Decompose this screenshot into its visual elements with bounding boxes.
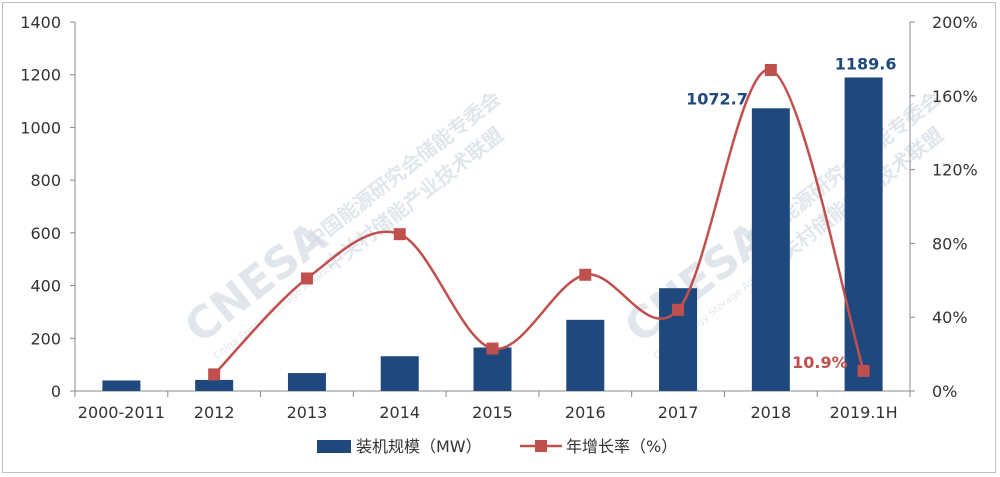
bar [844,77,883,391]
bar-value-label: 1072.7 [686,89,748,108]
legend-swatch-bar [317,440,351,453]
y-left-tick-label: 400 [30,277,61,296]
x-tick-label: 2015 [472,403,513,422]
y-right-tick-label: 0% [932,382,957,401]
bar-series [102,77,883,391]
y-left-tick-label: 1200 [20,66,61,85]
x-tick-label: 2012 [194,403,235,422]
line-point-marker [208,368,221,381]
y-left-tick-label: 800 [30,171,61,190]
x-tick-label: 2000-2011 [78,403,165,422]
legend-label-bar: 装机规模（MW） [356,437,482,456]
line-point-marker [579,268,592,281]
x-tick-label: 2019.1H [830,403,898,422]
x-tick-label: 2013 [287,403,328,422]
bar [380,356,419,391]
y-right-tick-label: 80% [932,234,968,253]
line-series [208,63,870,381]
bar-value-label: 1189.6 [835,54,897,73]
y-left-tick-label: 600 [30,224,61,243]
bar [659,288,698,391]
line-point-marker [672,303,685,316]
y-right-tick-label: 160% [932,87,978,106]
bar [751,108,790,391]
line-value-label: 10.9% [792,353,848,372]
line-point-marker [857,364,870,377]
line-point-marker [486,342,499,355]
line-point-marker [393,228,406,241]
legend-swatch-marker [535,440,547,452]
bar [102,380,141,391]
y-left-tick-label: 0 [51,382,61,401]
bar [566,319,605,391]
legend: 装机规模（MW） 年增长率（%） [317,437,677,456]
y-right-tick-label: 200% [932,13,978,32]
data-labels: 1072.7 1189.6 10.9% [686,54,896,371]
bar [287,373,326,391]
y-right-tick-label: 40% [932,308,968,327]
axes: 0 200 400 600 800 1000 1200 1400 0% 40% 80% 120% 160… [20,13,977,422]
watermark-line1: 中国能源研究会储能专委会 [301,86,505,253]
bar [473,347,512,391]
legend-label-line: 年增长率（%） [566,437,677,456]
bar [195,379,234,391]
x-tick-label: 2014 [379,403,420,422]
y-left-tick-label: 1400 [20,13,61,32]
x-tick-label: 2016 [565,403,606,422]
line-point-marker [300,272,313,285]
line-point-marker [764,63,777,76]
y-left-tick-label: 200 [30,329,61,348]
x-tick-label: 2018 [750,403,791,422]
y-left-tick-label: 1000 [20,118,61,137]
x-tick-label: 2017 [658,403,699,422]
y-right-tick-label: 120% [932,161,978,180]
